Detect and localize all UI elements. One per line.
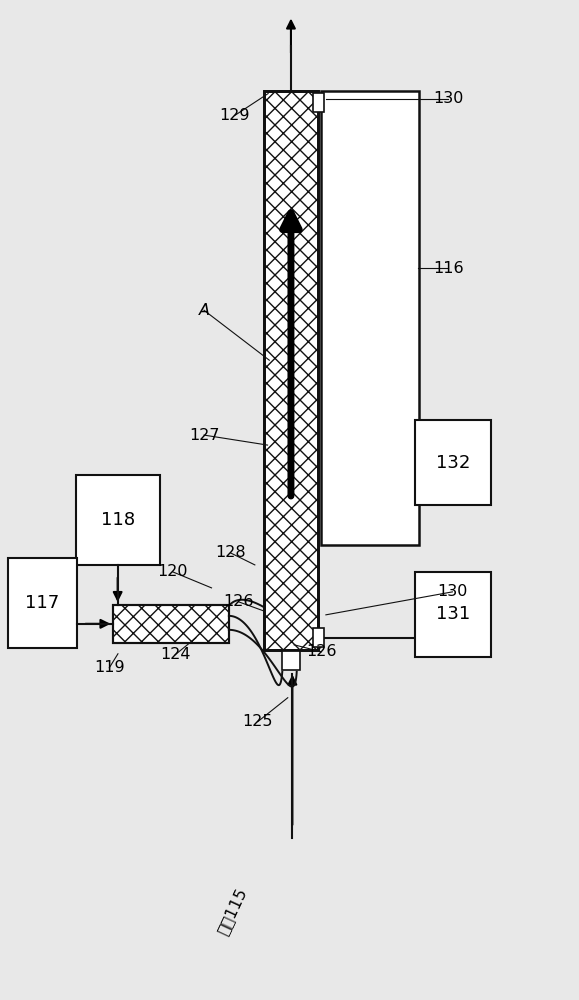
Text: 129: 129 [219,108,250,123]
Bar [263,91,318,650]
Text: 126: 126 [223,594,254,609]
Bar [76,475,160,565]
Bar [283,650,299,670]
Text: 126: 126 [306,644,336,659]
Text: 116: 116 [433,261,464,276]
Text: 120: 120 [157,564,188,579]
Text: 132: 132 [436,454,470,472]
Text: 130: 130 [433,91,464,106]
Text: 127: 127 [189,428,219,443]
Text: A: A [199,303,210,318]
Bar [415,572,490,657]
Text: 117: 117 [25,594,60,612]
Text: 128: 128 [215,545,246,560]
Text: 124: 124 [160,647,190,662]
Bar [263,91,318,650]
Bar [415,420,490,505]
Text: 131: 131 [436,605,470,623]
Text: 118: 118 [101,511,135,529]
Text: 来自115: 来自115 [214,886,249,937]
Bar [313,93,324,112]
Bar [113,605,229,643]
Text: 119: 119 [94,660,124,675]
Bar [8,558,77,648]
Text: 130: 130 [437,584,468,599]
Text: 125: 125 [243,714,273,729]
Bar [113,605,229,643]
Bar [313,628,324,647]
Bar [321,91,419,545]
